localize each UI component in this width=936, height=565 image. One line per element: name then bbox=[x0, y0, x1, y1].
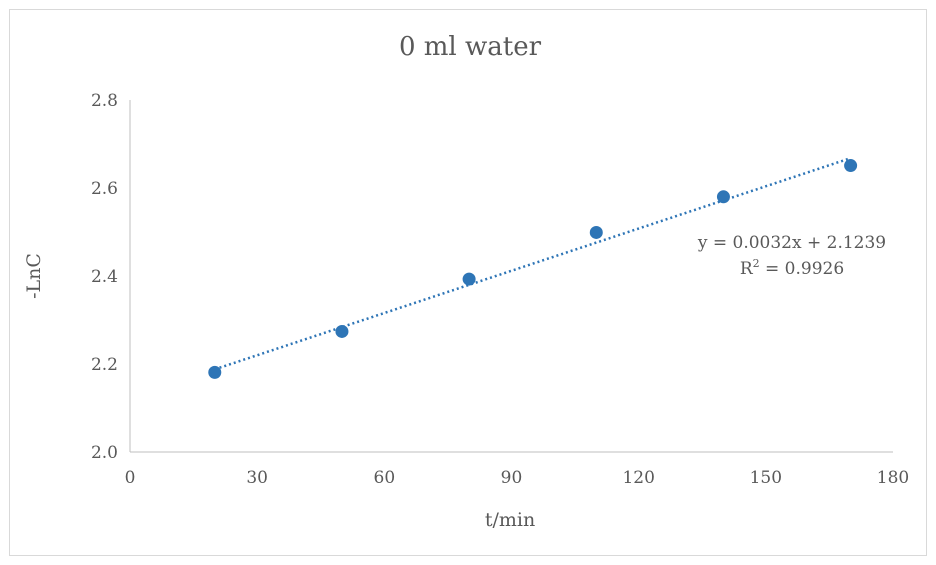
x-axis-title: t/min bbox=[485, 509, 535, 531]
x-tick-labels: 0 30 60 90 120 150 180 bbox=[125, 468, 910, 488]
y-tick-label: 2.6 bbox=[91, 179, 118, 199]
r-squared-value: = 0.9926 bbox=[760, 259, 845, 279]
linear-trendline bbox=[214, 156, 852, 371]
data-point bbox=[208, 365, 222, 379]
r-squared-label: R2 = 0.9926 bbox=[740, 257, 844, 279]
data-point bbox=[589, 225, 603, 239]
r-squared-superscript: 2 bbox=[753, 257, 760, 270]
y-tick-label: 2.2 bbox=[91, 355, 118, 375]
data-point bbox=[462, 272, 476, 286]
r-squared-prefix: R bbox=[740, 259, 754, 279]
x-tick-label: 0 bbox=[125, 468, 136, 488]
y-tick-labels: 2.0 2.2 2.4 2.6 2.8 bbox=[91, 91, 118, 463]
data-point bbox=[716, 190, 730, 204]
x-tick-label: 30 bbox=[246, 468, 268, 488]
data-points bbox=[208, 159, 858, 379]
x-tick-label: 60 bbox=[374, 468, 396, 488]
x-tick-label: 150 bbox=[750, 468, 782, 488]
trendline-equation: y = 0.0032x + 2.1239 bbox=[697, 233, 886, 253]
y-tick-label: 2.8 bbox=[91, 91, 118, 111]
y-tick-label: 2.0 bbox=[91, 443, 118, 463]
y-tick-label: 2.4 bbox=[91, 267, 118, 287]
y-axis-title: -LnC bbox=[23, 253, 45, 299]
chart-title: 0 ml water bbox=[399, 32, 542, 62]
data-point bbox=[335, 324, 349, 338]
x-tick-label: 90 bbox=[501, 468, 523, 488]
x-tick-label: 120 bbox=[622, 468, 654, 488]
x-tick-label: 180 bbox=[877, 468, 909, 488]
data-point bbox=[844, 159, 858, 173]
